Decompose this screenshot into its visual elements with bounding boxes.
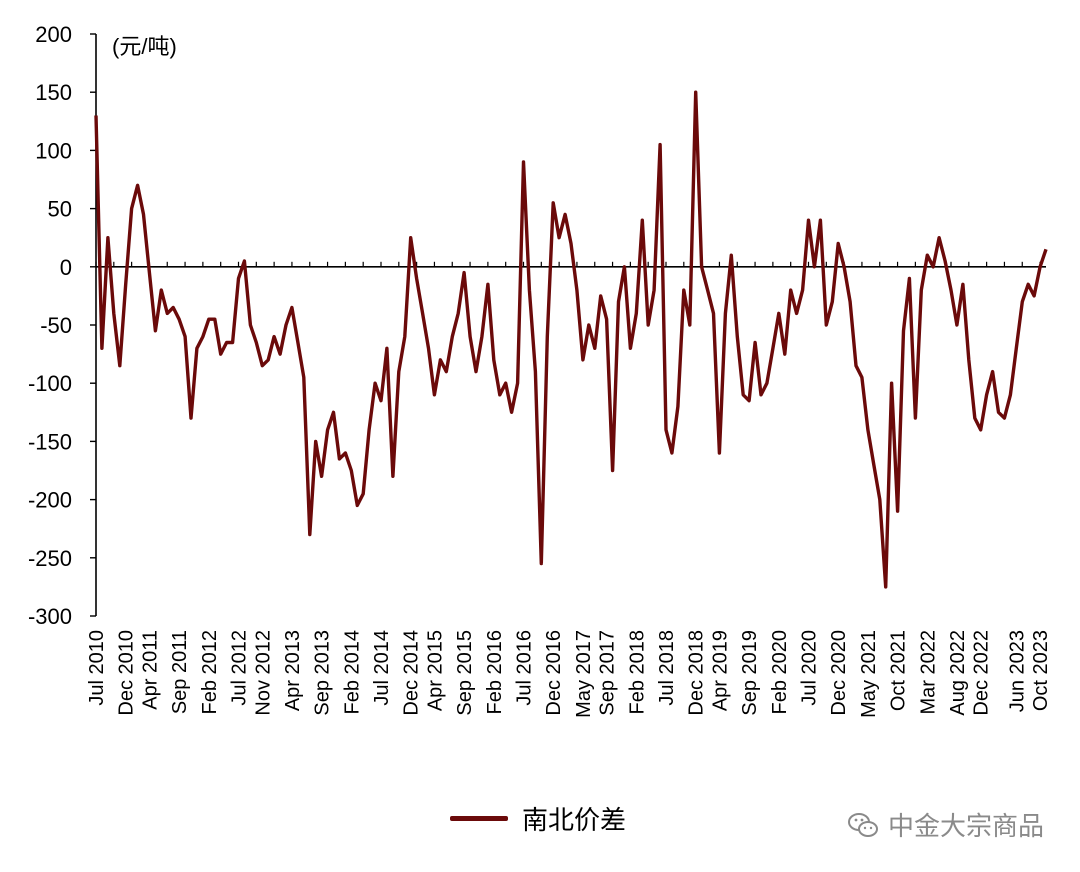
y-tick-label: -100 [28, 371, 72, 396]
x-tick-label: Apr 2011 [139, 630, 161, 710]
x-tick-label: Feb 2014 [341, 630, 363, 715]
x-tick-label: Oct 2021 [888, 630, 910, 711]
y-tick-label: -200 [28, 488, 72, 513]
x-tick-label: Apr 2013 [282, 630, 304, 711]
x-tick-label: Jul 2018 [656, 630, 678, 706]
x-tick-label: Dec 2022 [971, 630, 993, 716]
y-tick-label: 100 [35, 138, 72, 163]
x-tick-label: Dec 2014 [401, 630, 423, 716]
y-tick-label: 50 [48, 197, 72, 222]
x-tick-label: Feb 2018 [626, 630, 648, 715]
x-tick-label: Mar 2022 [917, 630, 939, 715]
x-axis: Jul 2010 Dec 2010 Apr 2011 Sep 2011 Feb 2012… [86, 261, 1052, 718]
x-tick-label: Sep 2015 [454, 630, 476, 716]
x-tick-label: Dec 2018 [686, 630, 708, 716]
unit-label: (元/吨) [112, 34, 177, 59]
x-tick-label: Jun 2023 [1006, 630, 1028, 712]
wechat-icon [847, 812, 878, 837]
x-tick-label: Feb 2016 [484, 630, 506, 715]
x-tick-label: Jul 2010 [86, 630, 108, 706]
x-tick-label: Jul 2014 [371, 630, 393, 706]
y-tick-label: -50 [40, 313, 72, 338]
y-tick-label: -150 [28, 429, 72, 454]
x-tick-label: Dec 2020 [828, 630, 850, 716]
y-tick-label: 200 [35, 22, 72, 47]
x-tick-label: Apr 2019 [709, 630, 731, 711]
watermark-text: 中金大宗商品 [887, 811, 1044, 841]
x-tick-label: May 2017 [573, 630, 595, 718]
x-tick-label: Sep 2019 [739, 630, 761, 716]
x-tick-label: May 2021 [858, 630, 880, 718]
x-tick-label: Dec 2016 [543, 630, 565, 716]
x-tick-label: Sep 2011 [169, 630, 191, 714]
x-tick-label: Jul 2012 [229, 630, 251, 706]
y-tick-label: 0 [60, 255, 72, 280]
legend: 南北价差 [450, 800, 626, 837]
x-tick-label: Feb 2020 [769, 630, 791, 715]
legend-swatch [450, 816, 508, 821]
y-tick-label: -250 [28, 546, 72, 571]
legend-label: 南北价差 [522, 805, 627, 835]
y-tick-label: -300 [28, 604, 72, 629]
y-axis: 200 150 100 50 0 -50 -100 -150 -200 -250 -300 [28, 22, 97, 629]
y-tick-label: 150 [35, 80, 72, 105]
x-tick-label: Jul 2016 [514, 630, 536, 706]
watermark: 中金大宗商品 [846, 806, 1044, 843]
x-tick-label: Oct 2023 [1030, 630, 1052, 711]
x-tick-label: Aug 2022 [947, 630, 969, 716]
x-tick-label: Feb 2012 [199, 630, 221, 715]
x-tick-label: Dec 2010 [116, 630, 138, 716]
x-tick-label: Sep 2017 [597, 630, 619, 716]
x-tick-label: Sep 2013 [312, 630, 334, 716]
series-line [94, 90, 1048, 589]
x-tick-label: Apr 2015 [424, 630, 446, 711]
x-tick-label: Jul 2020 [799, 630, 821, 706]
x-tick-label: Nov 2012 [252, 630, 274, 716]
